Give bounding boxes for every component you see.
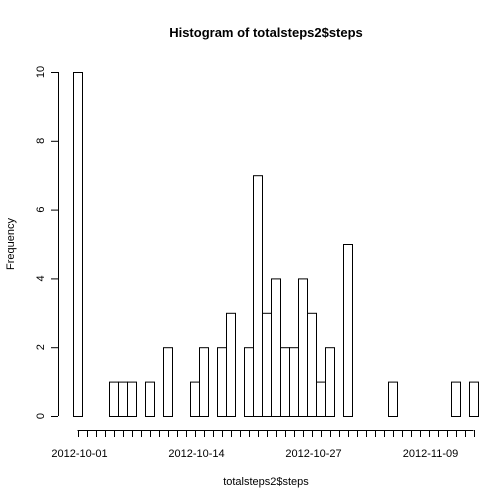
histogram-bar — [199, 347, 209, 418]
y-axis-label: Frequency — [5, 218, 17, 270]
y-tick-label: 8 — [35, 138, 47, 144]
x-tick-label: 2012-10-01 — [51, 448, 107, 460]
histogram-bar — [118, 381, 128, 418]
histogram-bar — [316, 381, 326, 418]
y-tick-label: 0 — [35, 413, 47, 419]
histogram-bar — [325, 347, 335, 418]
y-tick-label: 6 — [35, 207, 47, 213]
histogram-bar — [271, 278, 281, 417]
histogram-bar — [469, 381, 479, 418]
x-axis: 2012-10-01 2012-10-14 2012-10-27 2012-11-09… — [51, 430, 475, 460]
histogram-bar — [280, 347, 290, 418]
histogram-bar — [163, 347, 173, 418]
histogram-bar — [343, 244, 353, 417]
histogram-bar — [451, 381, 461, 418]
y-tick-label: 4 — [35, 275, 47, 281]
y-tick-label: 2 — [35, 344, 47, 350]
histogram-bar — [289, 347, 299, 418]
chart-title: Histogram of totalsteps2$steps — [169, 25, 363, 40]
y-axis: 0 2 4 6 8 10 — [35, 66, 59, 419]
x-tick-label: 2012-10-27 — [285, 448, 341, 460]
histogram-bar — [145, 381, 155, 418]
histogram-bar — [127, 381, 137, 418]
histogram-bar — [217, 347, 227, 418]
histogram-bar — [109, 381, 119, 418]
y-tick-label: 10 — [35, 66, 47, 78]
histogram-bar — [244, 347, 254, 418]
x-tick-label: 2012-11-09 — [403, 448, 458, 460]
x-tick-label: 2012-10-14 — [168, 448, 224, 460]
histogram-bar — [190, 381, 200, 418]
histogram-bar — [298, 278, 308, 417]
histogram-bar — [253, 175, 263, 417]
x-axis-label: totalsteps2$steps — [223, 476, 309, 488]
bars-group — [73, 72, 479, 418]
histogram-bar — [307, 312, 317, 417]
histogram-bar — [226, 312, 236, 417]
histogram-bar — [388, 381, 398, 418]
histogram-bar — [262, 312, 272, 417]
histogram-bar — [73, 72, 83, 417]
